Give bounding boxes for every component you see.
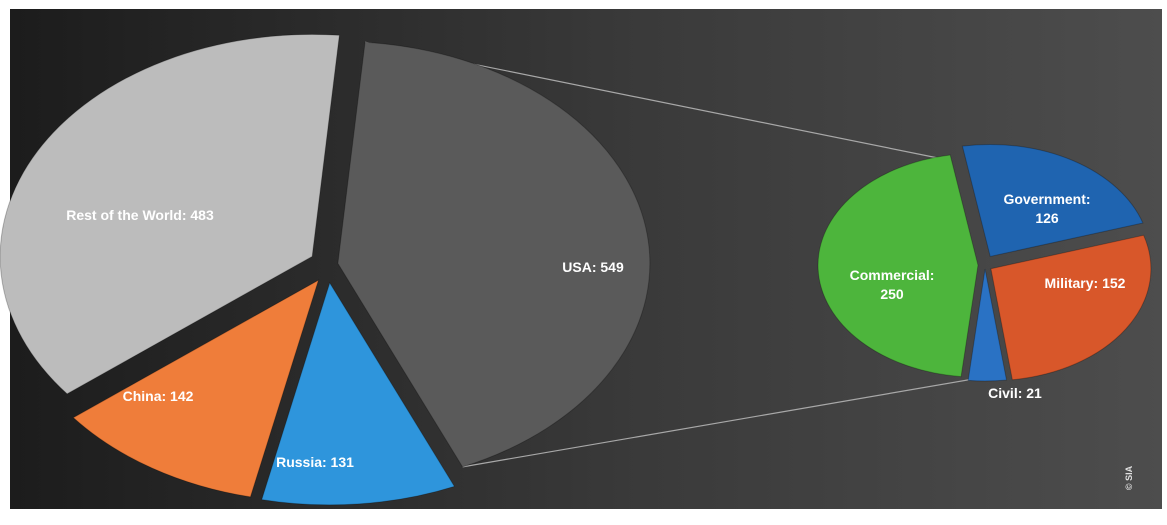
main-pie-slice-usa (337, 41, 651, 468)
detail-pie-label-commercial: Commercial: 250 (850, 267, 935, 302)
detail-pie-label-military: Military: 152 (1045, 275, 1126, 291)
detail-pie-label-civil: Civil: 21 (988, 385, 1042, 401)
main-pie-label-china: China: 142 (123, 388, 194, 404)
detail-pie-slice-civil (967, 268, 1008, 382)
main-pie-label-usa: USA: 549 (562, 259, 624, 275)
main-pie-slice-china (72, 279, 320, 498)
detail-pie-label-government: Government: 126 (1003, 191, 1090, 226)
main-pie-label-russia: Russia: 131 (276, 454, 354, 470)
connector-line-bottom (462, 376, 986, 468)
detail-pie-slice-commercial (817, 154, 979, 378)
main-pie-slice-rest-of-the-world (0, 33, 340, 395)
detail-pie-slice-military (990, 234, 1152, 381)
watermark: © SIA (1124, 465, 1134, 490)
main-pie-slice-russia (261, 281, 456, 506)
main-pie-label-rest-of-the-world: Rest of the World: 483 (66, 207, 214, 223)
detail-pie-slice-government (961, 143, 1144, 258)
